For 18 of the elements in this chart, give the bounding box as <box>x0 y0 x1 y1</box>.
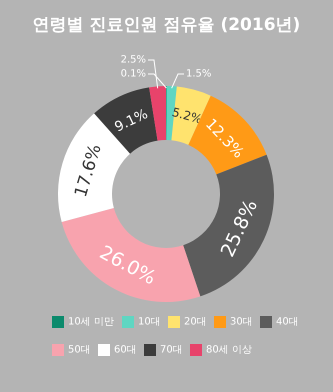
legend-label: 60대 <box>114 344 137 356</box>
legend-label: 10세 미만 <box>68 316 114 328</box>
data-label: 9.1% <box>112 106 150 136</box>
donut-slice <box>149 86 166 141</box>
data-label: 0.1% <box>120 68 146 80</box>
chart-title: 연령별 진료인원 점유율 (2016년) <box>32 15 300 35</box>
legend-label: 40대 <box>276 316 299 328</box>
data-label: 2.5% <box>120 54 146 66</box>
data-label: 17.6% <box>71 142 106 200</box>
legend-label: 50대 <box>68 344 91 356</box>
legend-label: 10대 <box>138 316 161 328</box>
legend-label: 20대 <box>184 316 207 328</box>
legend-label: 70대 <box>160 344 183 356</box>
data-label: 1.5% <box>186 68 212 80</box>
legend-label: 80세 이상 <box>206 344 252 356</box>
donut-slice <box>62 208 200 302</box>
legend-label: 30대 <box>230 316 253 328</box>
data-label: 5.2% <box>170 105 204 127</box>
